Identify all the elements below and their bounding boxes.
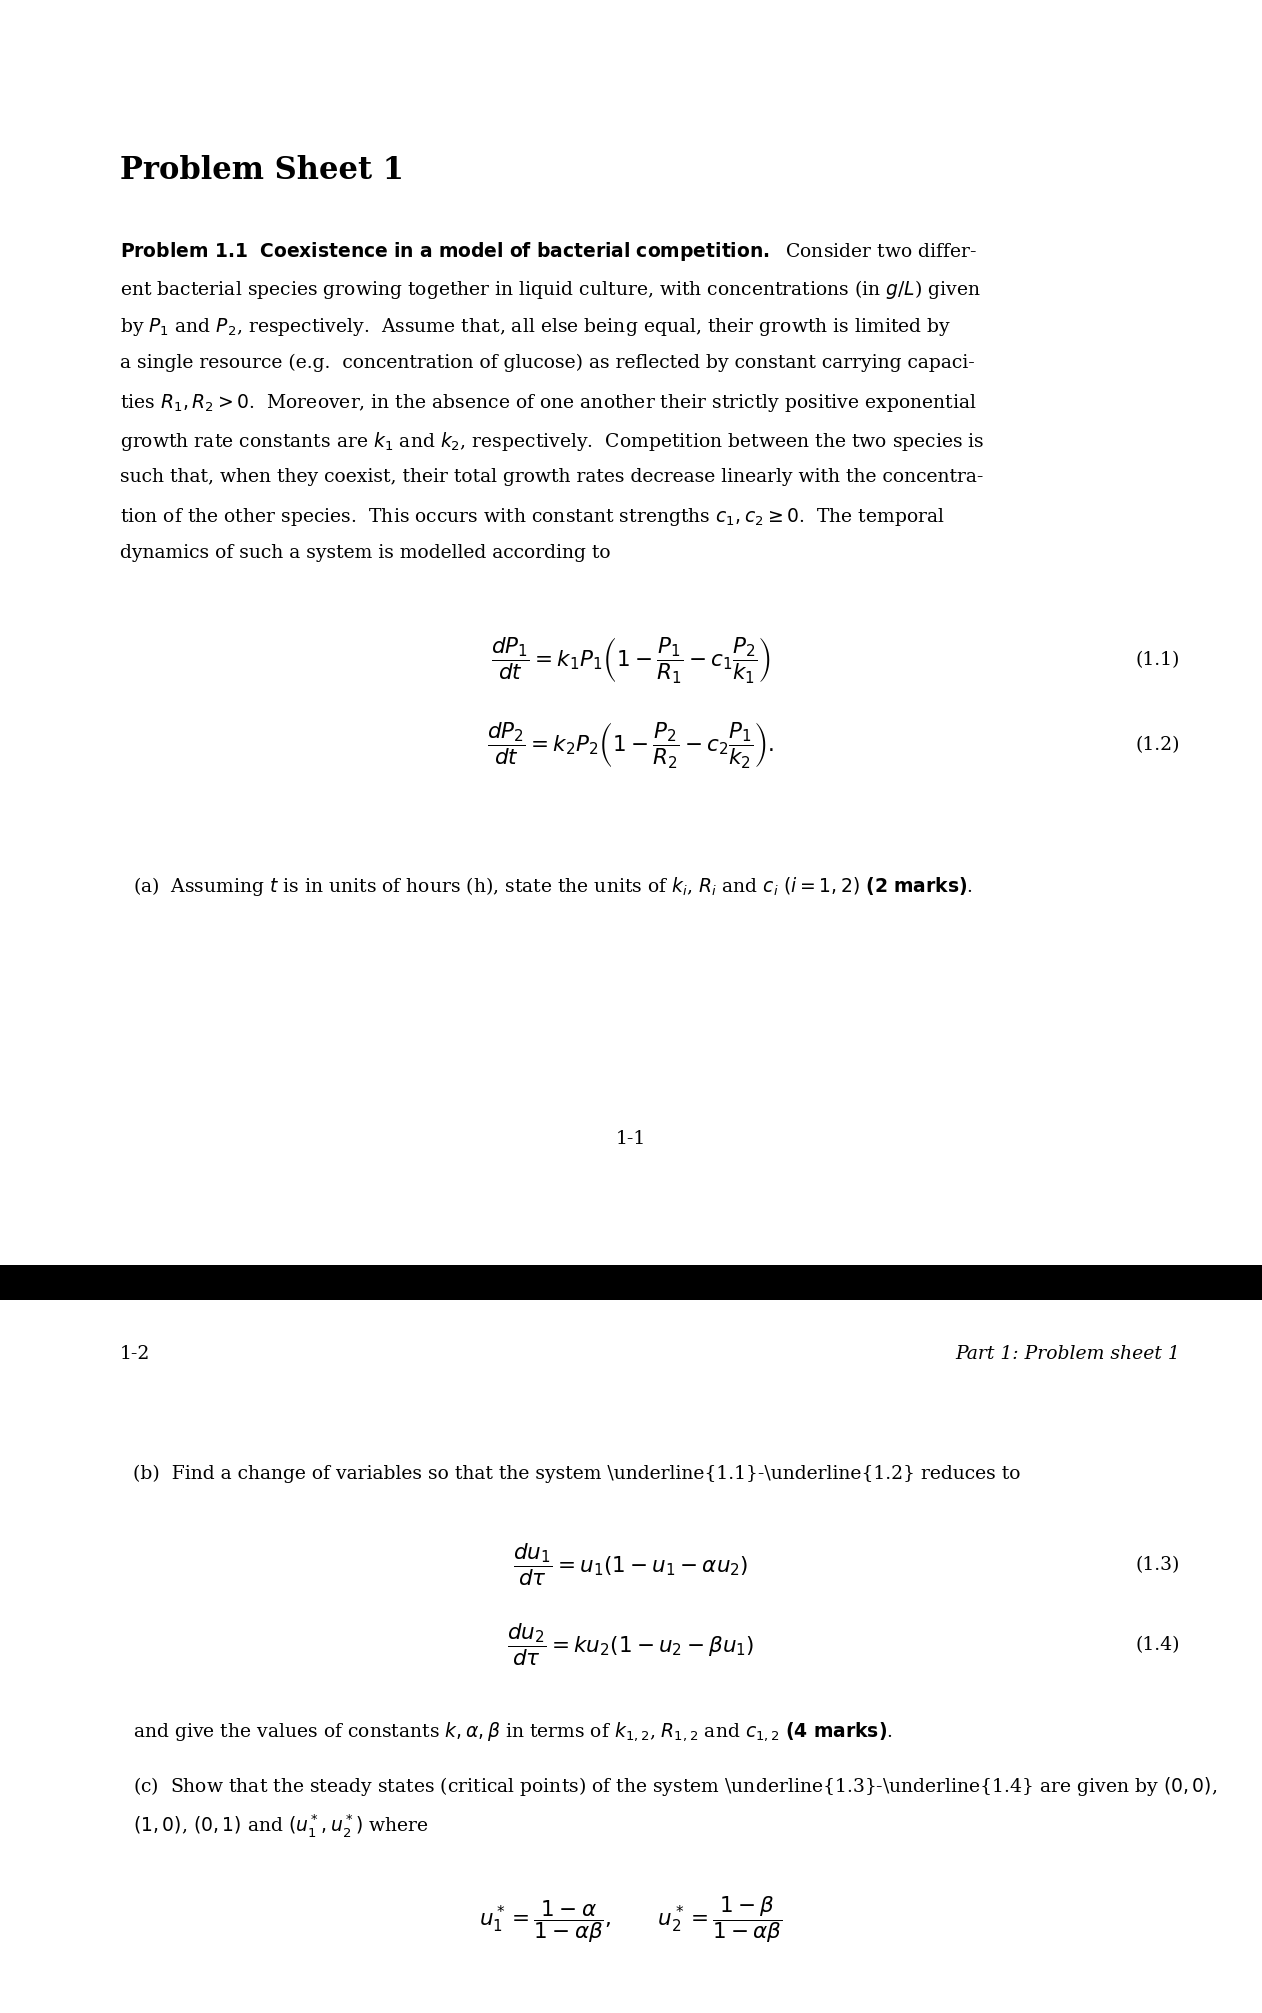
Text: Problem Sheet 1: Problem Sheet 1 (120, 155, 404, 185)
Text: (a)  Assuming $t$ is in units of hours (h), state the units of $k_i$, $R_i$ and : (a) Assuming $t$ is in units of hours (h… (133, 876, 973, 898)
Text: Part 1: Problem sheet 1: Part 1: Problem sheet 1 (955, 1345, 1180, 1363)
Text: $\dfrac{du_1}{d\tau} = u_1\left(1 - u_1 - \alpha u_2\right)$: $\dfrac{du_1}{d\tau} = u_1\left(1 - u_1 … (514, 1542, 748, 1588)
Text: $\dfrac{dP_2}{dt} = k_2 P_2 \left(1 - \dfrac{P_2}{R_2} - c_2\dfrac{P_1}{k_2}\rig: $\dfrac{dP_2}{dt} = k_2 P_2 \left(1 - \d… (487, 721, 775, 771)
Text: $u_1^* = \dfrac{1-\alpha}{1-\alpha\beta},\qquad u_2^* = \dfrac{1-\beta}{1-\alpha: $u_1^* = \dfrac{1-\alpha}{1-\alpha\beta}… (480, 1894, 782, 1945)
Text: by $P_1$ and $P_2$, respectively.  Assume that, all else being equal, their grow: by $P_1$ and $P_2$, respectively. Assume… (120, 316, 952, 338)
Text: $\mathbf{Problem\ 1.1\ \ Coexistence\ in\ a\ model\ of\ bacterial\ competition.}: $\mathbf{Problem\ 1.1\ \ Coexistence\ in… (120, 240, 977, 264)
Text: 1-2: 1-2 (120, 1345, 150, 1363)
Text: $\dfrac{dP_1}{dt} = k_1 P_1 \left(1 - \dfrac{P_1}{R_1} - c_1\dfrac{P_2}{k_1}\rig: $\dfrac{dP_1}{dt} = k_1 P_1 \left(1 - \d… (491, 634, 771, 684)
Text: and give the values of constants $k, \alpha, \beta$ in terms of $k_{1,2}$, $R_{1: and give the values of constants $k, \al… (133, 1719, 892, 1743)
Text: ent bacterial species growing together in liquid culture, with concentrations (i: ent bacterial species growing together i… (120, 278, 981, 302)
Text: (c)  Show that the steady states (critical points) of the system \underline{1.3}: (c) Show that the steady states (critica… (133, 1775, 1217, 1798)
Text: (b)  Find a change of variables so that the system \underline{1.1}-\underline{1.: (b) Find a change of variables so that t… (133, 1465, 1020, 1484)
Text: dynamics of such a system is modelled according to: dynamics of such a system is modelled ac… (120, 544, 611, 562)
Text: (1.4): (1.4) (1136, 1637, 1180, 1655)
Text: $(1, 0)$, $(0, 1)$ and $(u_1^*, u_2^*)$ where: $(1, 0)$, $(0, 1)$ and $(u_1^*, u_2^*)$ … (133, 1812, 428, 1840)
Text: growth rate constants are $k_1$ and $k_2$, respectively.  Competition between th: growth rate constants are $k_1$ and $k_2… (120, 431, 984, 453)
Bar (0, 1264, 1262, 1300)
Text: such that, when they coexist, their total growth rates decrease linearly with th: such that, when they coexist, their tota… (120, 467, 983, 485)
Text: (1.1): (1.1) (1136, 650, 1180, 668)
Text: a single resource (e.g.  concentration of glucose) as reflected by constant carr: a single resource (e.g. concentration of… (120, 354, 974, 372)
Text: 1-1: 1-1 (616, 1129, 646, 1147)
Text: (1.2): (1.2) (1136, 737, 1180, 755)
Text: ties $R_1, R_2 > 0$.  Moreover, in the absence of one another their strictly pos: ties $R_1, R_2 > 0$. Moreover, in the ab… (120, 393, 977, 415)
Text: $\dfrac{du_2}{d\tau} = ku_2\left(1 - u_2 - \beta u_1\right)$: $\dfrac{du_2}{d\tau} = ku_2\left(1 - u_2… (507, 1622, 755, 1669)
Text: (1.3): (1.3) (1136, 1556, 1180, 1574)
Text: tion of the other species.  This occurs with constant strengths $c_1, c_2 \geq 0: tion of the other species. This occurs w… (120, 505, 945, 527)
